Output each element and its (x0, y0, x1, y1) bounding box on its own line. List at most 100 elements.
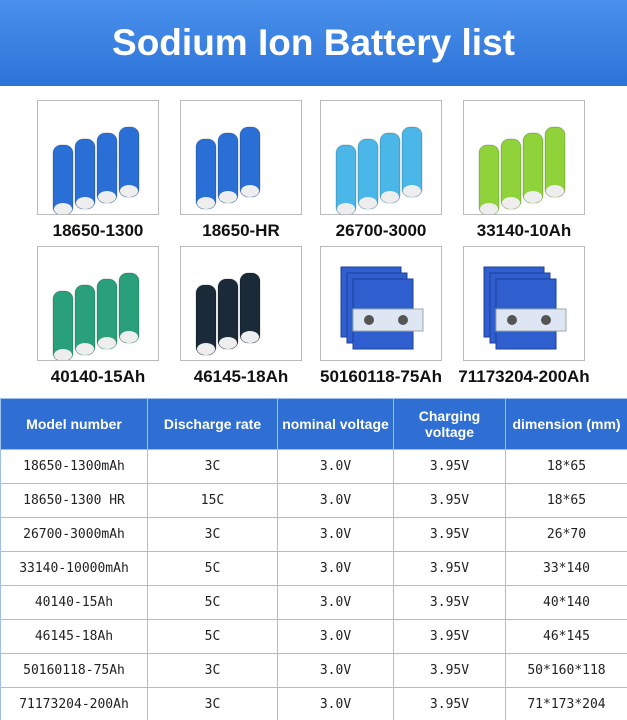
table-cell: 26*70 (505, 517, 627, 552)
table-cell: 3.0V (277, 449, 394, 484)
cell-top (76, 343, 94, 355)
table-cell: 3.95V (393, 619, 506, 654)
header-cell: Model number (0, 398, 148, 450)
table-cell: 50*160*118 (505, 653, 627, 688)
cell-top (524, 191, 542, 203)
table-row: 26700-3000mAh 3C 3.0V 3.95V 26*70 (0, 517, 627, 552)
product-label: 50160118-75Ah (320, 367, 442, 386)
table-cell: 3.0V (277, 517, 394, 552)
table-cell: 3C (147, 653, 278, 688)
cell-top (54, 349, 72, 361)
product-image (320, 246, 442, 361)
table-cell: 3.0V (277, 653, 394, 688)
product-image (463, 246, 585, 361)
product-label: 46145-18Ah (193, 367, 289, 386)
terminal (507, 315, 517, 325)
table-cell: 18*65 (505, 483, 627, 518)
table-cell: 3.0V (277, 585, 394, 620)
battery-illustration (340, 266, 424, 350)
table-cell: 50160118-75Ah (0, 653, 148, 688)
cell-top (54, 203, 72, 215)
table-cell: 3.95V (393, 483, 506, 518)
cell-top (403, 185, 421, 197)
product-image (37, 100, 159, 216)
table-cell: 3.95V (393, 585, 506, 620)
cell-top (219, 191, 237, 203)
table-cell: 5C (147, 585, 278, 620)
table-cell: 40140-15Ah (0, 585, 148, 620)
banner (0, 0, 627, 86)
table-cell: 3C (147, 449, 278, 484)
table-row: 18650-1300 HR 15C 3.0V 3.95V 18*65 (0, 483, 627, 518)
table-cell: 46*145 (505, 619, 627, 654)
cell-top (219, 337, 237, 349)
product-image (320, 100, 442, 216)
product-label: 26700-3000 (335, 221, 427, 240)
cell-top (241, 185, 259, 197)
cell-top (120, 185, 138, 197)
table-row: 33140-10000mAh 5C 3.0V 3.95V 33*140 (0, 551, 627, 586)
table-cell: 18650-1300 HR (0, 483, 148, 518)
cell-top (546, 185, 564, 197)
table-row: 46145-18Ah 5C 3.0V 3.95V 46*145 (0, 619, 627, 654)
battery-illustration (52, 272, 140, 362)
table-cell: 33140-10000mAh (0, 551, 148, 586)
terminal (541, 315, 551, 325)
table-cell: 3.0V (277, 551, 394, 586)
product-label: 18650-HR (202, 221, 280, 240)
spec-table: Model number Discharge rate nominal voltag… (0, 398, 627, 720)
product-label: 71173204-200Ah (458, 367, 590, 386)
table-body: 18650-1300mAh 3C 3.0V 3.95V 18*65 18650-1300 … (0, 449, 627, 720)
cell-top (381, 191, 399, 203)
product-image (180, 100, 302, 215)
table-cell: 18*65 (505, 449, 627, 484)
title: Sodium Ion Battery list (112, 22, 515, 63)
table-cell: 33*140 (505, 551, 627, 586)
battery-illustration (52, 126, 140, 216)
table-row: 40140-15Ah 5C 3.0V 3.95V 40*140 (0, 585, 627, 620)
table-cell: 15C (147, 483, 278, 518)
cell-top (197, 197, 215, 209)
header-cell: Discharge rate (147, 398, 278, 450)
header-row: Model number Discharge rate nominal voltag… (0, 398, 627, 450)
cell-top (352, 308, 424, 332)
header-cell: nominal voltage (277, 398, 394, 450)
battery-illustration (483, 266, 567, 350)
product-image (463, 100, 585, 216)
header-cell: dimension (mm) (505, 398, 627, 450)
table-cell: 3.0V (277, 483, 394, 518)
cell-top (120, 331, 138, 343)
table-cell: 3.0V (277, 687, 394, 720)
table-cell: 3.95V (393, 687, 506, 720)
table-cell: 3.95V (393, 449, 506, 484)
cell-top (197, 343, 215, 355)
product-label: 33140-10Ah (476, 221, 572, 240)
table-cell: 3.0V (277, 619, 394, 654)
table-cell: 71173204-200Ah (0, 687, 148, 720)
cell-top (502, 197, 520, 209)
table-cell: 5C (147, 551, 278, 586)
terminal (364, 315, 374, 325)
product-image (180, 246, 302, 361)
header-cell: Charging voltage (393, 398, 506, 450)
table-row: 18650-1300mAh 3C 3.0V 3.95V 18*65 (0, 449, 627, 484)
table-cell: 40*140 (505, 585, 627, 620)
table-cell: 26700-3000mAh (0, 517, 148, 552)
table-cell: 3C (147, 517, 278, 552)
cell-top (241, 331, 259, 343)
cell-top (480, 203, 498, 215)
terminal (398, 315, 408, 325)
cell-top (337, 203, 355, 215)
table-cell: 3.95V (393, 551, 506, 586)
battery-illustration (478, 126, 566, 216)
product-label: 18650-1300 (52, 221, 144, 240)
battery-illustration (195, 272, 261, 356)
table-cell: 5C (147, 619, 278, 654)
battery-illustration (335, 126, 423, 216)
cell-top (98, 337, 116, 349)
cell-top (495, 308, 567, 332)
table-cell: 46145-18Ah (0, 619, 148, 654)
table-cell: 3.95V (393, 517, 506, 552)
battery-illustration (195, 126, 261, 210)
